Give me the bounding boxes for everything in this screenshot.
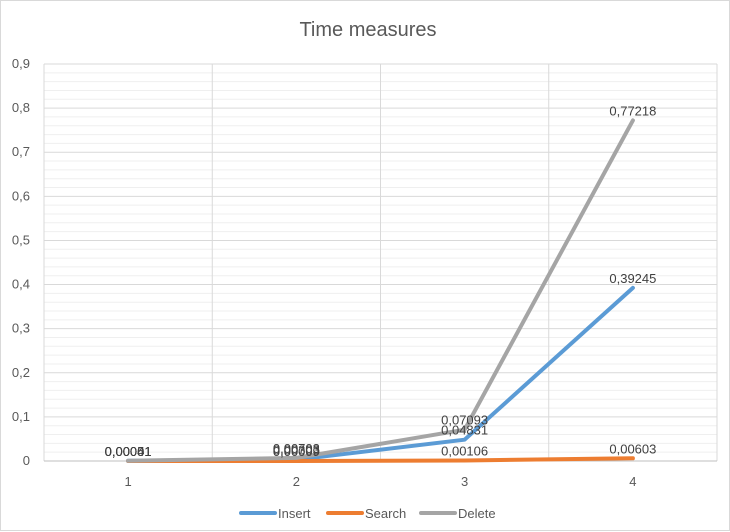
- data-label-search: 0,00603: [609, 441, 656, 456]
- legend-item-search: Search: [326, 506, 406, 521]
- data-label-insert: 0,39245: [609, 271, 656, 286]
- x-tick-label: 1: [125, 474, 132, 489]
- data-label-delete: 0,07093: [441, 413, 488, 428]
- gridlines: [43, 63, 718, 462]
- legend-item-insert: Insert: [239, 506, 311, 521]
- y-tick-label: 0,9: [12, 56, 30, 71]
- legend-item-delete: Delete: [419, 506, 496, 521]
- data-label-insert: 0,04831: [441, 423, 488, 438]
- x-tick-label: 2: [293, 474, 300, 489]
- x-tick-label: 3: [461, 474, 468, 489]
- y-tick-label: 0,5: [12, 232, 30, 247]
- legend-label: Search: [365, 506, 406, 521]
- legend-label: Delete: [458, 506, 496, 521]
- y-tick-label: 0: [23, 453, 30, 468]
- data-label-insert: 0,00303: [273, 443, 320, 458]
- data-label-delete: 0,00703: [273, 441, 320, 456]
- series-line-delete: [126, 118, 635, 463]
- data-label-delete: 0,00051: [105, 444, 152, 459]
- data-label-search: 0,00009: [273, 444, 320, 459]
- data-label-search: 0,00106: [441, 444, 488, 459]
- y-tick-label: 0,4: [12, 277, 30, 292]
- legend-label: Insert: [278, 506, 311, 521]
- y-tick-label: 0,6: [12, 188, 30, 203]
- y-tick-label: 0,8: [12, 100, 30, 115]
- y-tick-label: 0,7: [12, 144, 30, 159]
- x-tick-label: 4: [629, 474, 636, 489]
- y-tick-label: 0,1: [12, 409, 30, 424]
- series-lines: [126, 118, 635, 463]
- y-tick-label: 0,2: [12, 365, 30, 380]
- chart-title: Time measures: [299, 19, 436, 41]
- data-label-delete: 0,77218: [609, 103, 656, 118]
- legend: Insert Search Delete: [239, 506, 496, 521]
- data-label-insert: 0,00041: [105, 444, 152, 459]
- y-tick-label: 0,3: [12, 321, 30, 336]
- data-label-search: 0,00001: [105, 444, 152, 459]
